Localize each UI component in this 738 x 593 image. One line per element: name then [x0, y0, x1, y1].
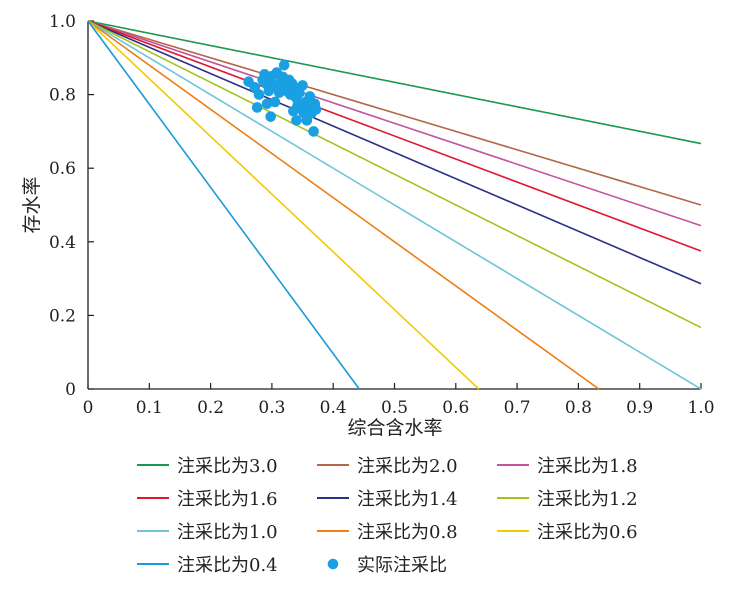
- series-line: [87, 20, 480, 390]
- y-tick-label: 0.2: [49, 306, 76, 326]
- legend-label: 注采比为1.8: [537, 456, 638, 477]
- legend-label: 注采比为1.2: [537, 489, 638, 510]
- x-tick-label: 0: [83, 398, 94, 418]
- scatter-point: [297, 80, 308, 91]
- series-line: [87, 20, 702, 206]
- series-lines: [87, 20, 702, 390]
- y-axis-label: 存水率: [21, 176, 43, 233]
- y-tick-label: 0.6: [49, 159, 76, 179]
- series-line: [87, 20, 702, 390]
- y-tick-label: 1.0: [49, 12, 76, 32]
- chart-axes: 0 0.1 0.2 0.3 0.4 0.5 0.6 0.7 0.8 0.9 1.0 0 0.2 0.4 0.…: [49, 12, 715, 418]
- series-line: [87, 20, 702, 145]
- legend-label: 注采比为3.0: [177, 456, 278, 477]
- legend-label: 注采比为0.8: [357, 522, 458, 543]
- scatter-point: [253, 89, 265, 100]
- series-line: [87, 20, 702, 227]
- x-tick-label: 0.3: [258, 398, 285, 418]
- series-line: [87, 20, 702, 329]
- y-tick-label: 0.8: [49, 86, 76, 106]
- scatter-point: [269, 96, 281, 108]
- series-line: [87, 20, 360, 390]
- x-tick-label: 0.2: [197, 398, 224, 418]
- scatter-point: [310, 104, 322, 115]
- scatter-point: [291, 115, 302, 126]
- series-line: [87, 20, 702, 285]
- y-tick-label: 0.4: [49, 233, 76, 253]
- x-tick-label: 1.0: [687, 398, 714, 418]
- x-tick-label: 0.1: [136, 398, 163, 418]
- x-tick-label: 0.9: [626, 398, 653, 418]
- x-tick-label: 0.5: [381, 398, 408, 418]
- y-tick-label: 0: [65, 380, 76, 400]
- series-line: [87, 20, 600, 390]
- scatter-points: [243, 59, 322, 137]
- x-tick-label: 0.8: [565, 398, 592, 418]
- legend-swatch: [327, 558, 339, 570]
- x-axis-label: 综合含水率: [347, 417, 442, 439]
- scatter-point: [308, 126, 319, 137]
- legend-label: 注采比为2.0: [357, 456, 458, 477]
- x-tick-label: 0.6: [442, 398, 469, 418]
- legend-label: 注采比为0.6: [537, 522, 638, 543]
- x-tick-label: 0.7: [504, 398, 531, 418]
- x-tick-label: 0.4: [320, 398, 347, 418]
- scatter-point: [288, 105, 299, 117]
- legend-label: 实际注采比: [357, 555, 447, 576]
- legend-label: 注采比为1.4: [357, 489, 458, 510]
- scatter-point: [261, 98, 273, 110]
- scatter-point: [251, 102, 263, 113]
- chart-legend: 注采比为3.0 注采比为2.0 注采比为1.8 注采比为1.6 注采比为1.4 注采比为1…: [137, 456, 638, 576]
- legend-label: 注采比为1.6: [177, 489, 278, 510]
- legend-label: 注采比为1.0: [177, 522, 278, 543]
- legend-label: 注采比为0.4: [177, 555, 278, 576]
- scatter-point: [265, 111, 276, 122]
- scatter-point: [278, 59, 290, 71]
- series-line: [87, 20, 702, 252]
